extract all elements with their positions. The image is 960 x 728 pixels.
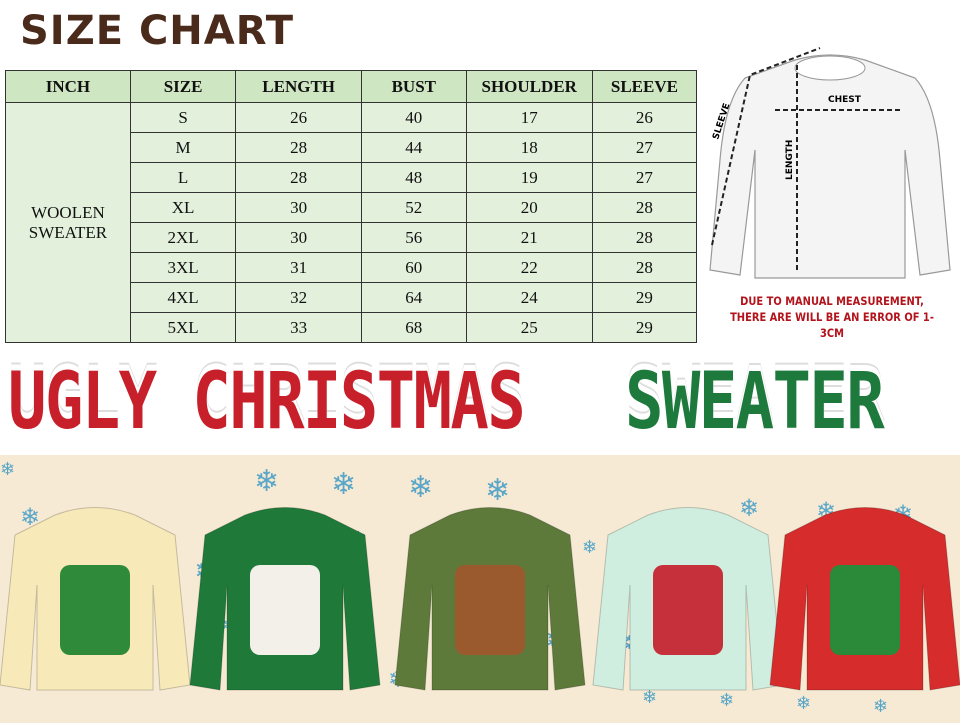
- snowflake-icon: ❄: [20, 505, 40, 531]
- chest-label: CHEST: [828, 95, 862, 105]
- table-cell: XL: [129, 192, 237, 223]
- mint-fairisle-sweater: [592, 507, 784, 691]
- table-cell: 60: [361, 252, 467, 283]
- snowflake-icon: ❄: [485, 474, 510, 507]
- banner-red-text: UGLY CHRISTMAS: [8, 357, 526, 447]
- table-cell: 29: [591, 312, 698, 343]
- header-cell: SHOULDER: [465, 70, 593, 103]
- snowflake-icon: ❄: [739, 496, 759, 522]
- snowflake-icon: ❄: [796, 693, 811, 713]
- table-cell: 30: [235, 192, 363, 223]
- note-line-1: DUE TO MANUAL MEASUREMENT,: [740, 294, 924, 308]
- banner-green-text: SWEATER: [625, 357, 885, 447]
- note-line-2: THERE ARE WILL BE AN ERROR OF 1-3CM: [730, 310, 934, 340]
- table-cell: L: [129, 162, 237, 193]
- measurement-note: DUE TO MANUAL MEASUREMENT, THERE ARE WIL…: [729, 293, 935, 341]
- yellow-tree-sweater: [0, 507, 191, 691]
- table-row: 5XL 33 68 25 29: [6, 312, 698, 343]
- table-cell: 48: [361, 162, 467, 193]
- banner: UGLY CHRISTMAS SWEATER: [0, 355, 960, 450]
- table-cell: 5XL: [129, 312, 237, 343]
- header-cell: SLEEVE: [591, 70, 698, 103]
- table-cell: 22: [465, 252, 593, 283]
- header-cell: BUST: [361, 70, 467, 103]
- table-cell: 28: [235, 132, 363, 163]
- table-cell: 21: [465, 222, 593, 253]
- sweater-motif: [455, 565, 525, 655]
- red-elf-sweater: [769, 507, 960, 691]
- table-header-row: INCH SIZE LENGTH BUST SHOULDER SLEEVE: [5, 70, 698, 103]
- page-title: SIZE CHART: [20, 8, 295, 54]
- sweater-motif: [250, 565, 320, 655]
- table-cell: 20: [465, 192, 593, 223]
- snowflake-icon: ❄: [873, 696, 888, 716]
- sweater-motif: [830, 565, 900, 655]
- snowflake-icon: ❄: [719, 690, 734, 710]
- table-cell: 25: [465, 312, 593, 343]
- green-bear-sweater: [189, 507, 381, 691]
- snowflake-icon: ❄: [254, 465, 279, 498]
- table-cell: 31: [235, 252, 363, 283]
- table-cell: 32: [235, 282, 363, 313]
- table-cell: 28: [235, 162, 363, 193]
- table-row: M 28 44 18 27: [6, 132, 698, 163]
- table-cell: M: [129, 132, 237, 163]
- table-row: 2XL 30 56 21 28: [6, 222, 698, 253]
- table-cell: 56: [361, 222, 467, 253]
- table-cell: 28: [591, 252, 698, 283]
- header-cell: LENGTH: [235, 70, 363, 103]
- table-cell: 27: [591, 162, 698, 193]
- table-cell: 26: [591, 102, 698, 133]
- table-row: WOOLEN SWEATER S 26 40 17 26: [5, 102, 698, 343]
- table-cell: 68: [361, 312, 467, 343]
- table-cell: 27: [591, 132, 698, 163]
- table-cell: 30: [235, 222, 363, 253]
- collar: [794, 55, 866, 81]
- category-line: WOOLEN: [31, 202, 105, 222]
- table-cell: 18: [465, 132, 593, 163]
- table-cell: 29: [591, 282, 698, 313]
- header-cell: INCH: [5, 70, 131, 103]
- table-row: 4XL 32 64 24 29: [6, 282, 698, 313]
- table-cell: 52: [361, 192, 467, 223]
- snowflake-icon: ❄: [331, 468, 356, 501]
- snowflake-icon: ❄: [642, 687, 657, 707]
- table-cell: 3XL: [129, 252, 237, 283]
- snowflake-icon: ❄: [582, 537, 597, 557]
- sweater-measurement-diagram: CHEST LENGTH SLEEVE: [709, 47, 951, 279]
- table-cell: 2XL: [129, 222, 237, 253]
- snowflake-icon: ❄: [408, 471, 433, 504]
- snowflake-icon: ❄: [0, 459, 15, 479]
- table-cell: 28: [591, 192, 698, 223]
- table-cell: 64: [361, 282, 467, 313]
- table-cell: 17: [465, 102, 593, 133]
- size-table: INCH SIZE LENGTH BUST SHOULDER SLEEVE WOOLEN S…: [5, 70, 698, 343]
- table-cell: 4XL: [129, 282, 237, 313]
- category-line: SWEATER: [28, 222, 108, 242]
- olive-reindeer-sweater: [394, 507, 586, 691]
- sweater-illustrations: ❄❄❄❄❄❄❄❄❄❄❄❄❄❄❄❄❄❄❄❄❄❄❄❄❄❄❄❄❄❄❄❄❄❄❄❄❄❄❄❄: [0, 455, 960, 723]
- table-cell: 19: [465, 162, 593, 193]
- sweater-motif: [60, 565, 130, 655]
- table-cell: 26: [235, 102, 363, 133]
- table-cell: 28: [591, 222, 698, 253]
- table-row: 3XL 31 60 22 28: [6, 252, 698, 283]
- table-cell: 40: [361, 102, 467, 133]
- table-cell: 44: [361, 132, 467, 163]
- table-cell: S: [129, 102, 237, 133]
- header-cell: SIZE: [129, 70, 237, 103]
- table-cell: 24: [465, 282, 593, 313]
- length-label: LENGTH: [785, 140, 795, 180]
- table-cell: 33: [235, 312, 363, 343]
- category-cell: WOOLEN SWEATER: [5, 102, 131, 343]
- sleeve-arrow: [711, 47, 821, 246]
- sweater-row: ❄❄❄❄❄❄❄❄❄❄❄❄❄❄❄❄❄❄❄❄❄❄❄❄❄❄❄❄❄❄❄❄❄❄❄❄❄❄❄❄: [0, 459, 960, 716]
- sweater-motif: [653, 565, 723, 655]
